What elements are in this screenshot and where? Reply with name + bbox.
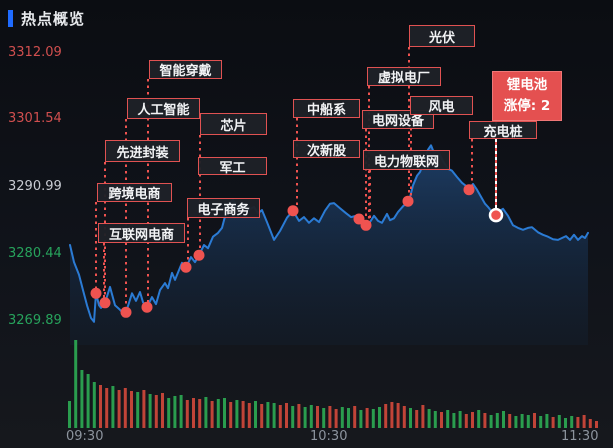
sector-tag-ai[interactable]: 人工智能	[127, 98, 200, 119]
sector-tag-internet-ecommerce[interactable]: 互联网电商	[98, 223, 185, 243]
page-title: 热点概览	[21, 10, 86, 28]
highlight-tag-name: 锂电池	[506, 77, 548, 94]
sector-tag-power-iot[interactable]: 电力物联网	[363, 150, 450, 170]
sector-tag-shipbuilding[interactable]: 中船系	[293, 99, 360, 118]
sector-tag-lithium-battery-highlight[interactable]: 锂电池 涨停: 2	[492, 71, 562, 121]
sector-tag-defense[interactable]: 军工	[198, 157, 267, 176]
sector-tag-chips[interactable]: 芯片	[200, 113, 267, 135]
x-axis-tick: 10:30	[310, 429, 348, 444]
panel-header: 热点概览	[8, 8, 85, 29]
y-axis-tick: 3301.54	[8, 111, 62, 126]
y-axis-tick: 3290.99	[8, 179, 62, 194]
x-axis-tick: 09:30	[66, 429, 104, 444]
sector-tag-smart-wearables[interactable]: 智能穿戴	[149, 60, 222, 79]
title-accent-bar	[8, 10, 13, 27]
highlight-tag-limit-up-count: 涨停: 2	[503, 98, 551, 114]
sector-tag-ecommerce[interactable]: 电子商务	[187, 198, 260, 218]
sector-tag-photovoltaics[interactable]: 光伏	[409, 25, 475, 47]
y-axis-tick: 3269.89	[8, 313, 62, 328]
sector-tag-wind-power[interactable]: 风电	[410, 96, 473, 115]
sector-tag-charging-piles[interactable]: 充电桩	[469, 121, 537, 140]
sector-tag-virtual-power-plant[interactable]: 虚拟电厂	[367, 67, 441, 86]
y-axis-tick: 3312.09	[8, 45, 62, 60]
sector-tag-cross-border-ecommerce[interactable]: 跨境电商	[97, 183, 172, 202]
x-axis-tick: 11:30	[561, 429, 599, 444]
sector-tag-advanced-packaging[interactable]: 先进封装	[105, 140, 180, 162]
sector-tag-new-stocks[interactable]: 次新股	[293, 140, 360, 159]
y-axis-tick: 3280.44	[8, 246, 62, 261]
